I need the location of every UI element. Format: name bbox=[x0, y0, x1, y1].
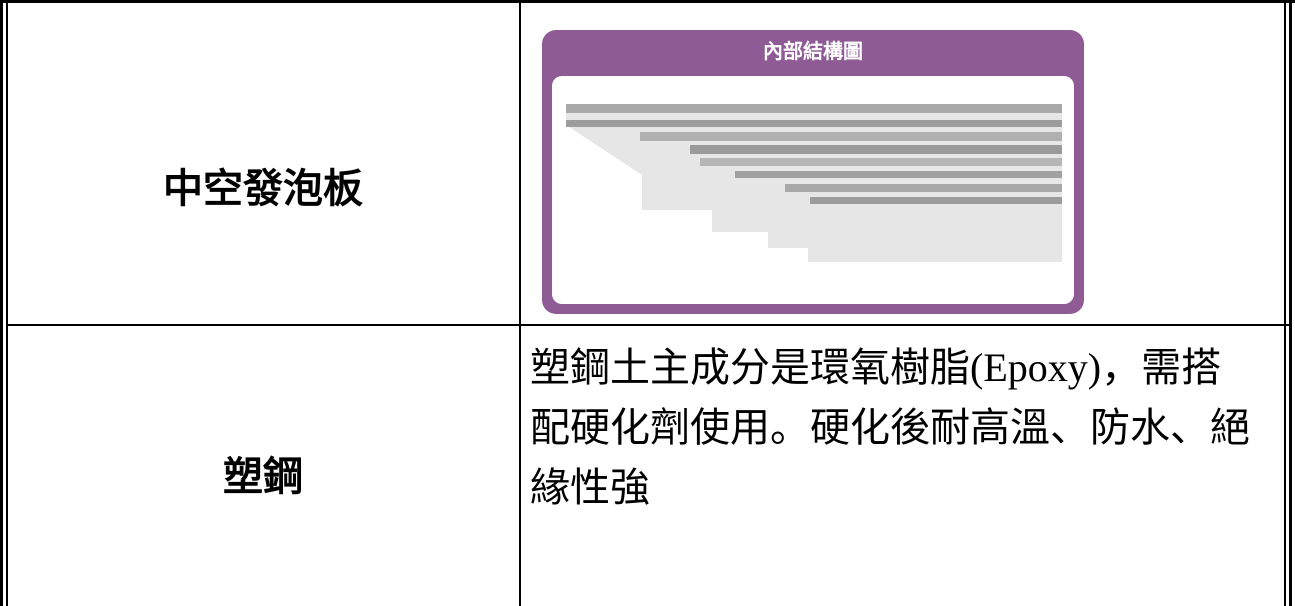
description: 塑鋼土主成分是環氧樹脂(Epoxy)，需搭 配硬化劑使用。硬化後耐高溫、防水、絕緣… bbox=[530, 338, 1250, 518]
row-label: 中空發泡板 bbox=[163, 166, 363, 212]
description-line: 塑鋼土主成分是環氧樹脂(Epoxy)，需搭 bbox=[530, 345, 1222, 390]
row-label: 塑鋼 bbox=[223, 454, 303, 500]
structure-diagram: 內部結構圖 bbox=[542, 30, 1084, 314]
diagram-title: 內部結構圖 bbox=[763, 39, 863, 63]
description-line: 配硬化劑使用。硬化後耐高溫、防水、絕 bbox=[530, 405, 1250, 450]
description-line: 緣性強 bbox=[530, 465, 650, 510]
